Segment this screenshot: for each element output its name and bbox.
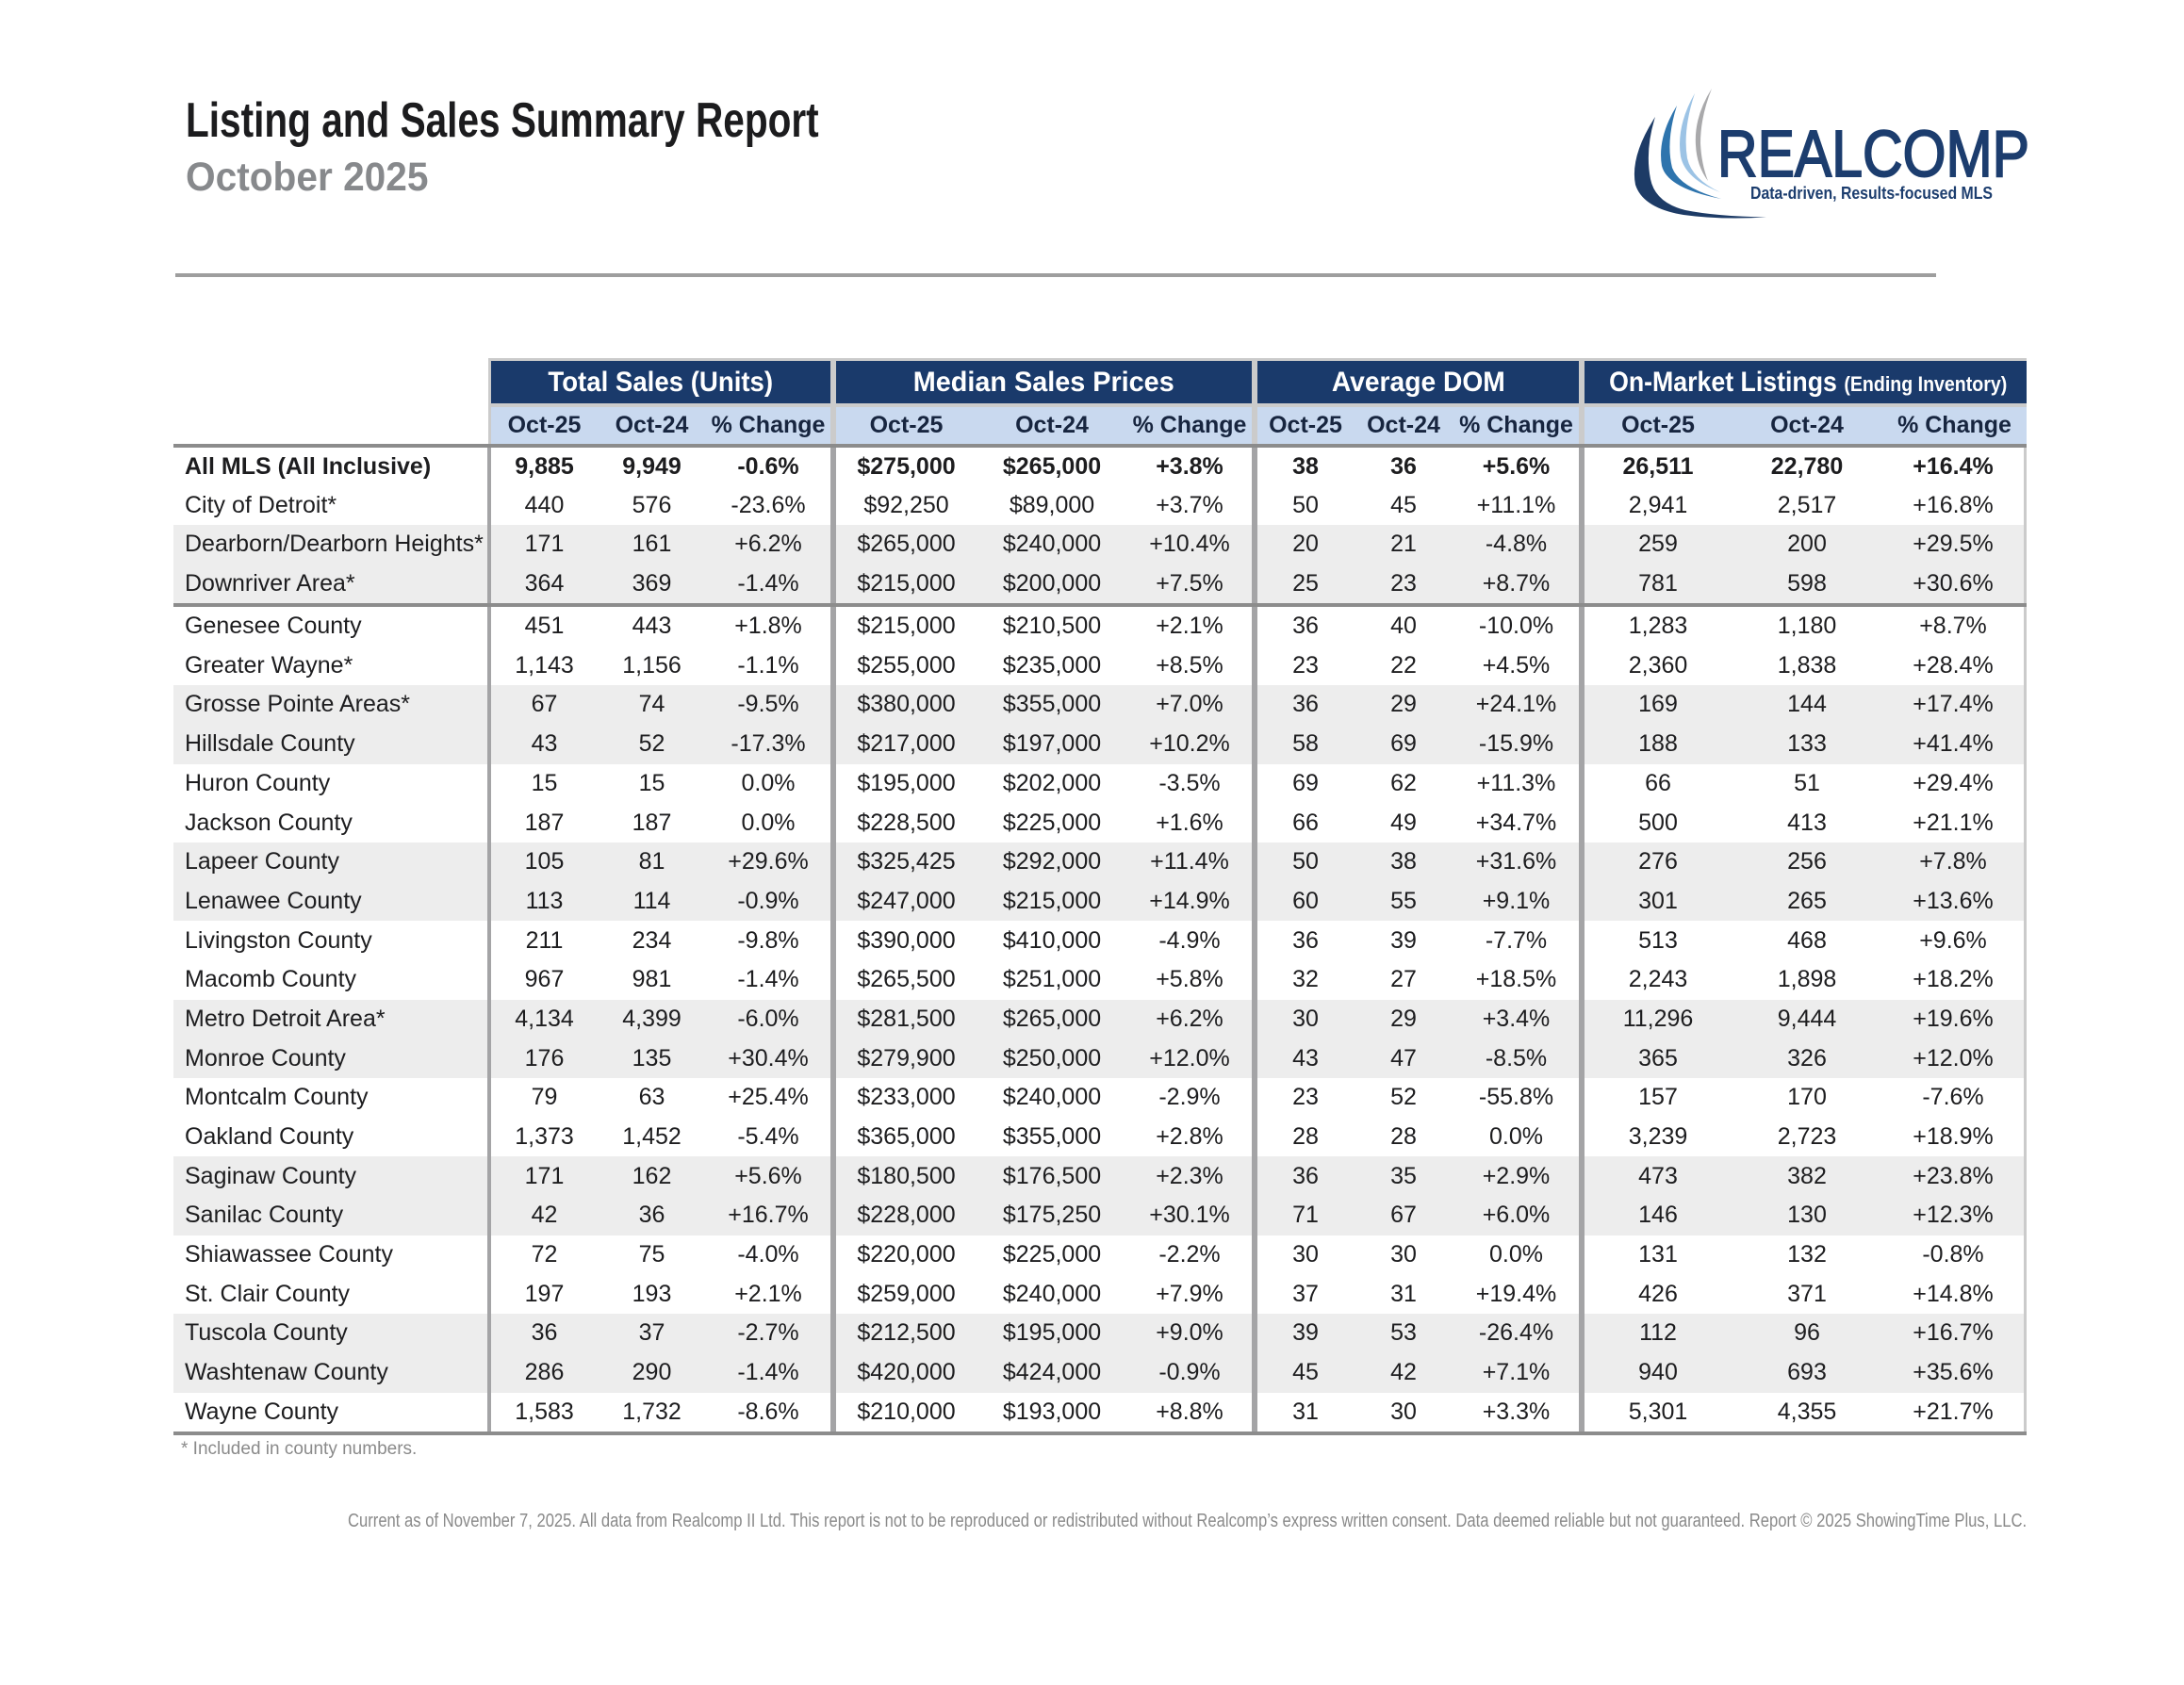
svg-text:Data-driven, Results-focused M: Data-driven, Results-focused MLS	[1750, 184, 1993, 203]
svg-text:REALCOMP: REALCOMP	[1717, 117, 2029, 190]
